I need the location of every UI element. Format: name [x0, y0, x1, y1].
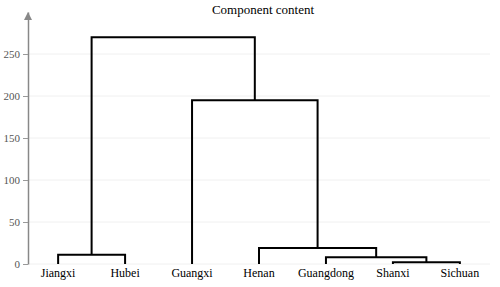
tick-label: 0	[15, 258, 21, 270]
tick: 50	[9, 216, 28, 228]
leaf-label: Guangxi	[171, 266, 213, 280]
merge-link	[192, 100, 318, 264]
tick-mark	[23, 222, 28, 223]
merge-link	[58, 255, 125, 264]
leaf-label: Henan	[243, 266, 274, 280]
leaf-label: Hubei	[110, 266, 140, 280]
tick-label: 150	[4, 132, 21, 144]
tick-label: 250	[4, 48, 21, 60]
grid-line	[28, 138, 490, 139]
merge-link	[92, 37, 255, 255]
leaf-labels: Jiangxi Hubei Guangxi Henan Guangdong Shanxi S…	[41, 266, 479, 280]
axis-arrow	[24, 12, 32, 20]
tick: 100	[4, 174, 29, 186]
tick-mark	[23, 180, 28, 181]
tick-label: 100	[4, 174, 21, 186]
grid-line	[28, 222, 490, 223]
leaf-label: Jiangxi	[41, 266, 76, 280]
tick-mark	[23, 96, 28, 97]
tick: 250	[4, 48, 29, 60]
chart: Component content 0 50 100 150 200 250 Jiangxi H…	[0, 0, 500, 287]
grid-line	[28, 180, 490, 181]
leaf-label: Sichuan	[441, 266, 480, 280]
leaf-label: Shanxi	[376, 266, 410, 280]
title: Component content	[212, 2, 315, 17]
tick-mark	[23, 54, 28, 55]
merge-link	[326, 257, 426, 264]
grid-line	[28, 96, 490, 97]
leaf-label: Guangdong	[298, 266, 354, 280]
tick: 150	[4, 132, 29, 144]
tick: 200	[4, 90, 29, 102]
merge-link	[259, 248, 376, 264]
tick-label: 50	[9, 216, 21, 228]
tick: 0	[15, 258, 29, 270]
dendrogram	[58, 37, 460, 264]
grid-line	[28, 54, 490, 55]
grid	[28, 54, 490, 264]
tick-label: 200	[4, 90, 21, 102]
y-axis: 0 50 100 150 200 250	[4, 13, 29, 271]
tick-mark	[23, 264, 28, 265]
merge-link	[393, 262, 460, 264]
tick-mark	[23, 138, 28, 139]
